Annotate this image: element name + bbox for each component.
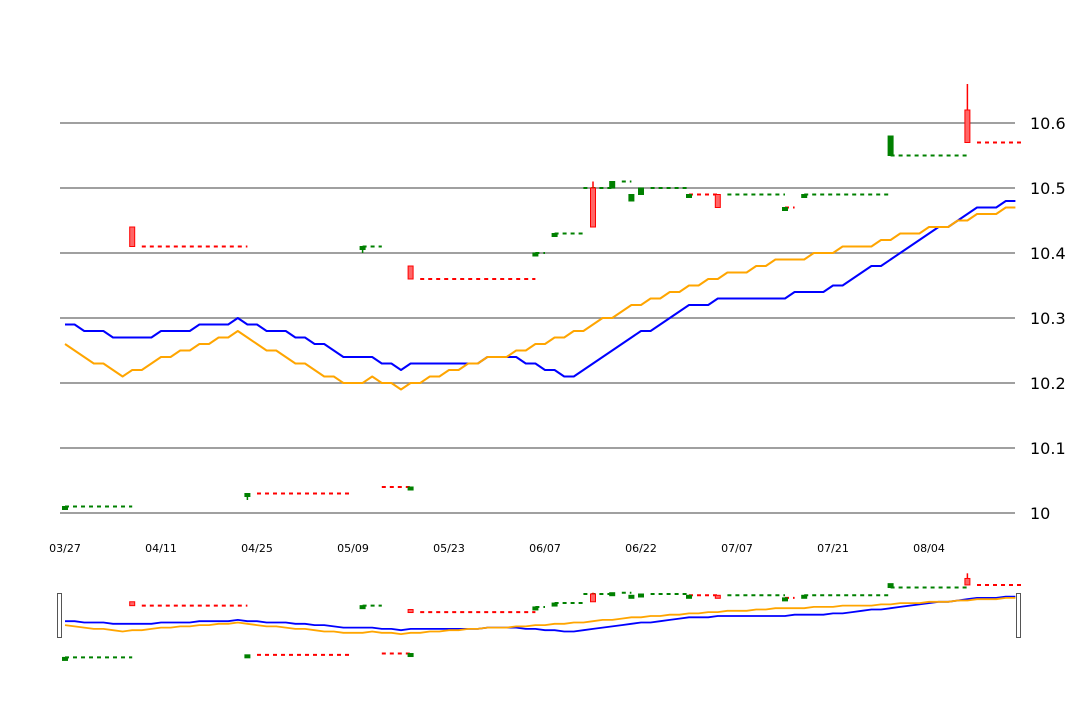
candle-body (407, 486, 414, 491)
y-tick-label: 10.3 (1030, 309, 1066, 328)
candle-body (782, 207, 788, 211)
candle-body (638, 593, 644, 598)
y-tick-label: 10.6 (1030, 114, 1066, 133)
candle-body (551, 233, 558, 237)
x-tick-label: 06/07 (529, 542, 561, 555)
x-tick-label: 07/21 (817, 542, 849, 555)
series-line-ma_short (65, 595, 1016, 633)
candle-body (638, 187, 644, 195)
candlesticks (62, 84, 971, 510)
candle-body (244, 493, 251, 497)
x-tick-label: 05/09 (337, 542, 369, 555)
candle-body (782, 597, 788, 602)
candle-body (359, 605, 366, 610)
candle-body (609, 592, 616, 597)
y-tick-label: 10.5 (1030, 179, 1066, 198)
x-tick-label: 04/25 (241, 542, 273, 555)
candle-body (590, 187, 596, 228)
series-line-ma_long (64, 206, 1016, 391)
candle-body (590, 593, 596, 603)
candle-body (129, 226, 136, 247)
candle-body (532, 252, 539, 257)
candle-body (62, 656, 68, 661)
candle-body (407, 265, 414, 280)
grid-lines (60, 122, 1015, 514)
candle-body (609, 181, 616, 189)
range-navigator[interactable] (57, 573, 1026, 661)
candle-body (129, 601, 136, 607)
candle-body (407, 653, 414, 658)
candle-body (532, 606, 539, 611)
x-tick-label: 08/04 (913, 542, 945, 555)
navigator-left-handle[interactable] (57, 593, 62, 638)
x-tick-label: 03/27 (49, 542, 81, 555)
x-tick-label: 06/22 (625, 542, 657, 555)
candle-body (686, 194, 692, 198)
candle-body (62, 506, 68, 510)
x-tick-label: 07/07 (721, 542, 753, 555)
candle-body (714, 194, 721, 208)
candle-body (359, 246, 366, 250)
candle-body (551, 602, 558, 607)
dashed-level-lines (65, 141, 1025, 508)
y-tick-label: 10.4 (1030, 244, 1066, 263)
x-tick-label: 05/23 (433, 542, 465, 555)
series-line-ma_short (65, 200, 1016, 378)
x-tick-label: 04/11 (145, 542, 177, 555)
series-line-ma_long (64, 597, 1016, 635)
candle-body (628, 194, 635, 202)
y-axis-tick-labels: 10 10.1 10.2 10.3 10.4 10.5 10.6 (1030, 114, 1066, 523)
moving-average-lines (64, 200, 1016, 391)
candle-body (244, 654, 251, 659)
x-axis-tick-labels: 03/27 04/11 04/25 05/09 05/23 06/07 06/22 07/07… (49, 542, 945, 555)
candle-body (801, 194, 808, 198)
navigator-right-handle[interactable] (1016, 593, 1021, 638)
candle-body (628, 594, 635, 599)
candle-body (887, 583, 894, 589)
candle-body (407, 609, 414, 614)
candle-body (964, 577, 971, 586)
candle-body (964, 109, 971, 143)
y-tick-label: 10.2 (1030, 374, 1066, 393)
candle-body (801, 594, 808, 599)
navigator-preview (62, 573, 1025, 661)
candle-body (714, 594, 721, 599)
candle-body (686, 594, 692, 599)
y-tick-label: 10.1 (1030, 439, 1066, 458)
y-tick-label: 10 (1030, 504, 1050, 523)
candle-body (887, 135, 894, 156)
